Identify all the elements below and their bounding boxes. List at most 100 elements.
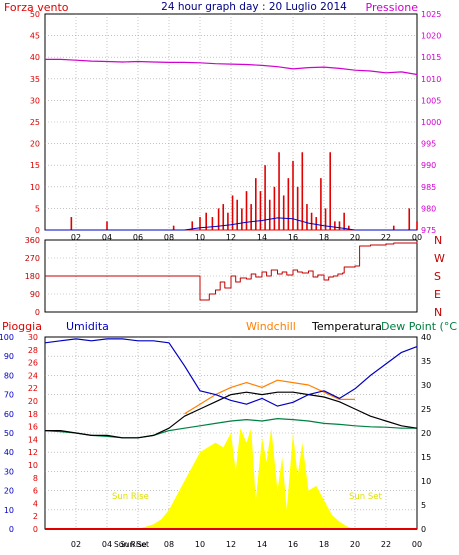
direction-axis-tick-label: 0 <box>35 308 40 317</box>
temperature-line <box>45 391 418 439</box>
windchill-line <box>184 379 355 415</box>
rain-axis-tick-label: 20 <box>28 397 38 406</box>
panel1-right-label: Pressione <box>366 1 419 14</box>
pressure-axis-tick-label: 975 <box>421 226 436 235</box>
pressure-axis-tick-label: 1000 <box>421 118 441 127</box>
wind-axis-tick-label: 50 <box>30 10 40 19</box>
temp-axis-tick-label: 25 <box>421 405 431 414</box>
wind-axis-tick-label: 35 <box>30 75 40 84</box>
label-dewpoint: Dew Point (°C <box>381 320 457 333</box>
x-tick-label: 16 <box>288 233 298 242</box>
rain-axis-tick-label: 24 <box>28 371 38 380</box>
wind-axis-tick-label: 20 <box>30 140 40 149</box>
wind-axis-tick-label: 0 <box>35 226 40 235</box>
rain-axis-tick-label: 18 <box>28 410 38 419</box>
x-tick-label: 14 <box>257 540 267 549</box>
humidity-axis-tick-label: 20 <box>4 487 14 496</box>
humidity-line <box>44 338 418 407</box>
x-tick-label: 02 <box>71 540 81 549</box>
x-tick-label: 10 <box>195 233 205 242</box>
pressure-axis-tick-label: 990 <box>421 161 436 170</box>
sun-rise-label: Sun Rise <box>112 492 149 502</box>
pressure-axis-tick-label: 1025 <box>421 10 441 19</box>
panel3-x-tick-labels: 02 04 08 10 12 14 16 18 20 22 00 <box>71 540 422 549</box>
rain-axis-tick-label: 10 <box>28 461 38 470</box>
direction-axis-tick-label: 270 <box>25 254 40 263</box>
compass-tick-label: N <box>434 234 442 247</box>
panel1-x-tick-labels: 02 04 06 08 10 12 14 16 18 20 22 00 <box>71 233 422 242</box>
x-tick-label: 18 <box>319 540 329 549</box>
panel1-right-tick-labels: 1025 1020 1015 1010 1005 1000 995 990 985 980 975 <box>421 10 441 235</box>
humidity-axis-tick-label: 30 <box>4 467 14 476</box>
pressure-axis-tick-label: 985 <box>421 183 436 192</box>
wind-axis-tick-label: 40 <box>30 53 40 62</box>
x-tick-label: 18 <box>319 233 329 242</box>
humidity-axis-tick-label: 60 <box>4 410 14 419</box>
rain-axis-tick-label: 6 <box>33 487 38 496</box>
wind-axis-tick-label: 25 <box>30 118 40 127</box>
x-tick-label: 10 <box>195 540 205 549</box>
x-tick-label: 22 <box>381 233 391 242</box>
pressure-axis-tick-label: 1010 <box>421 75 441 84</box>
direction-axis-tick-label: 360 <box>25 236 40 245</box>
x-tick-label: 08 <box>164 233 174 242</box>
temp-axis-tick-label: 30 <box>421 381 431 390</box>
pressure-axis-tick-label: 1020 <box>421 32 441 41</box>
x-tick-label: 20 <box>350 233 360 242</box>
wind-axis-tick-label: 10 <box>30 183 40 192</box>
temp-axis-tick-label: 15 <box>421 453 431 462</box>
x-tick-label: 00 <box>412 233 422 242</box>
wind-axis-tick-label: 30 <box>30 96 40 105</box>
rain-axis-tick-label: 2 <box>33 512 38 521</box>
label-pioggia: Pioggia <box>2 320 42 333</box>
rain-axis-tick-label: 26 <box>28 359 38 368</box>
label-umidita: Umidita <box>66 320 109 333</box>
dewpoint-line <box>44 418 417 439</box>
x-tick-label: 04 <box>102 233 112 242</box>
humidity-axis-tick-label: 10 <box>4 506 14 515</box>
humidity-axis-tick-label: 50 <box>4 429 14 438</box>
sun-set-label: Sun Set <box>349 492 382 502</box>
rain-axis-tick-label: 30 <box>28 333 38 342</box>
temp-axis-tick-label: 20 <box>421 429 431 438</box>
panel2-series <box>45 242 418 301</box>
x-tick-label: 14 <box>257 233 267 242</box>
panel2-left-tick-labels: 360 270 180 90 0 <box>25 236 40 317</box>
label-temperatura: Temperatura <box>311 320 382 333</box>
gust-line <box>45 217 417 231</box>
pressure-axis-tick-label: 1015 <box>421 53 441 62</box>
pressure-axis-tick-label: 995 <box>421 140 436 149</box>
direction-axis-tick-label: 90 <box>30 290 40 299</box>
direction-axis-tick-label: 180 <box>25 272 40 281</box>
rain-axis-tick-label: 12 <box>28 448 38 457</box>
x-tick-label: 02 <box>71 233 81 242</box>
humidity-axis-tick-label: 70 <box>4 391 14 400</box>
x-tick-label: 22 <box>381 540 391 549</box>
x-tick-label: 00 <box>412 540 422 549</box>
x-tick-label: 20 <box>350 540 360 549</box>
wind-axis-tick-label: 15 <box>30 161 40 170</box>
compass-tick-label: W <box>434 252 445 265</box>
wind-axis-tick-label: 45 <box>30 32 40 41</box>
temp-axis-tick-label: 10 <box>421 477 431 486</box>
panel3-series <box>44 338 418 530</box>
humidity-axis-tick-label: 80 <box>4 371 14 380</box>
rain-axis-tick-label: 16 <box>28 423 38 432</box>
wind-axis-tick-label: 5 <box>35 204 40 213</box>
graph-title: 24 hour graph day : 20 Luglio 2014 <box>161 1 347 13</box>
rain-axis-tick-label: 0 <box>33 525 38 534</box>
panel1-series <box>45 58 418 231</box>
pressure-line <box>45 58 418 76</box>
x-tick-label: 12 <box>226 540 236 549</box>
compass-tick-label: N <box>434 306 442 319</box>
x-tick-label: 08 <box>164 540 174 549</box>
pressure-axis-tick-label: 1005 <box>421 96 441 105</box>
rain-axis-tick-label: 4 <box>33 499 38 508</box>
x-tick-label: 12 <box>226 233 236 242</box>
pressure-axis-tick-label: 980 <box>421 204 436 213</box>
sun-set-tick-label: Sun Set <box>120 540 149 549</box>
